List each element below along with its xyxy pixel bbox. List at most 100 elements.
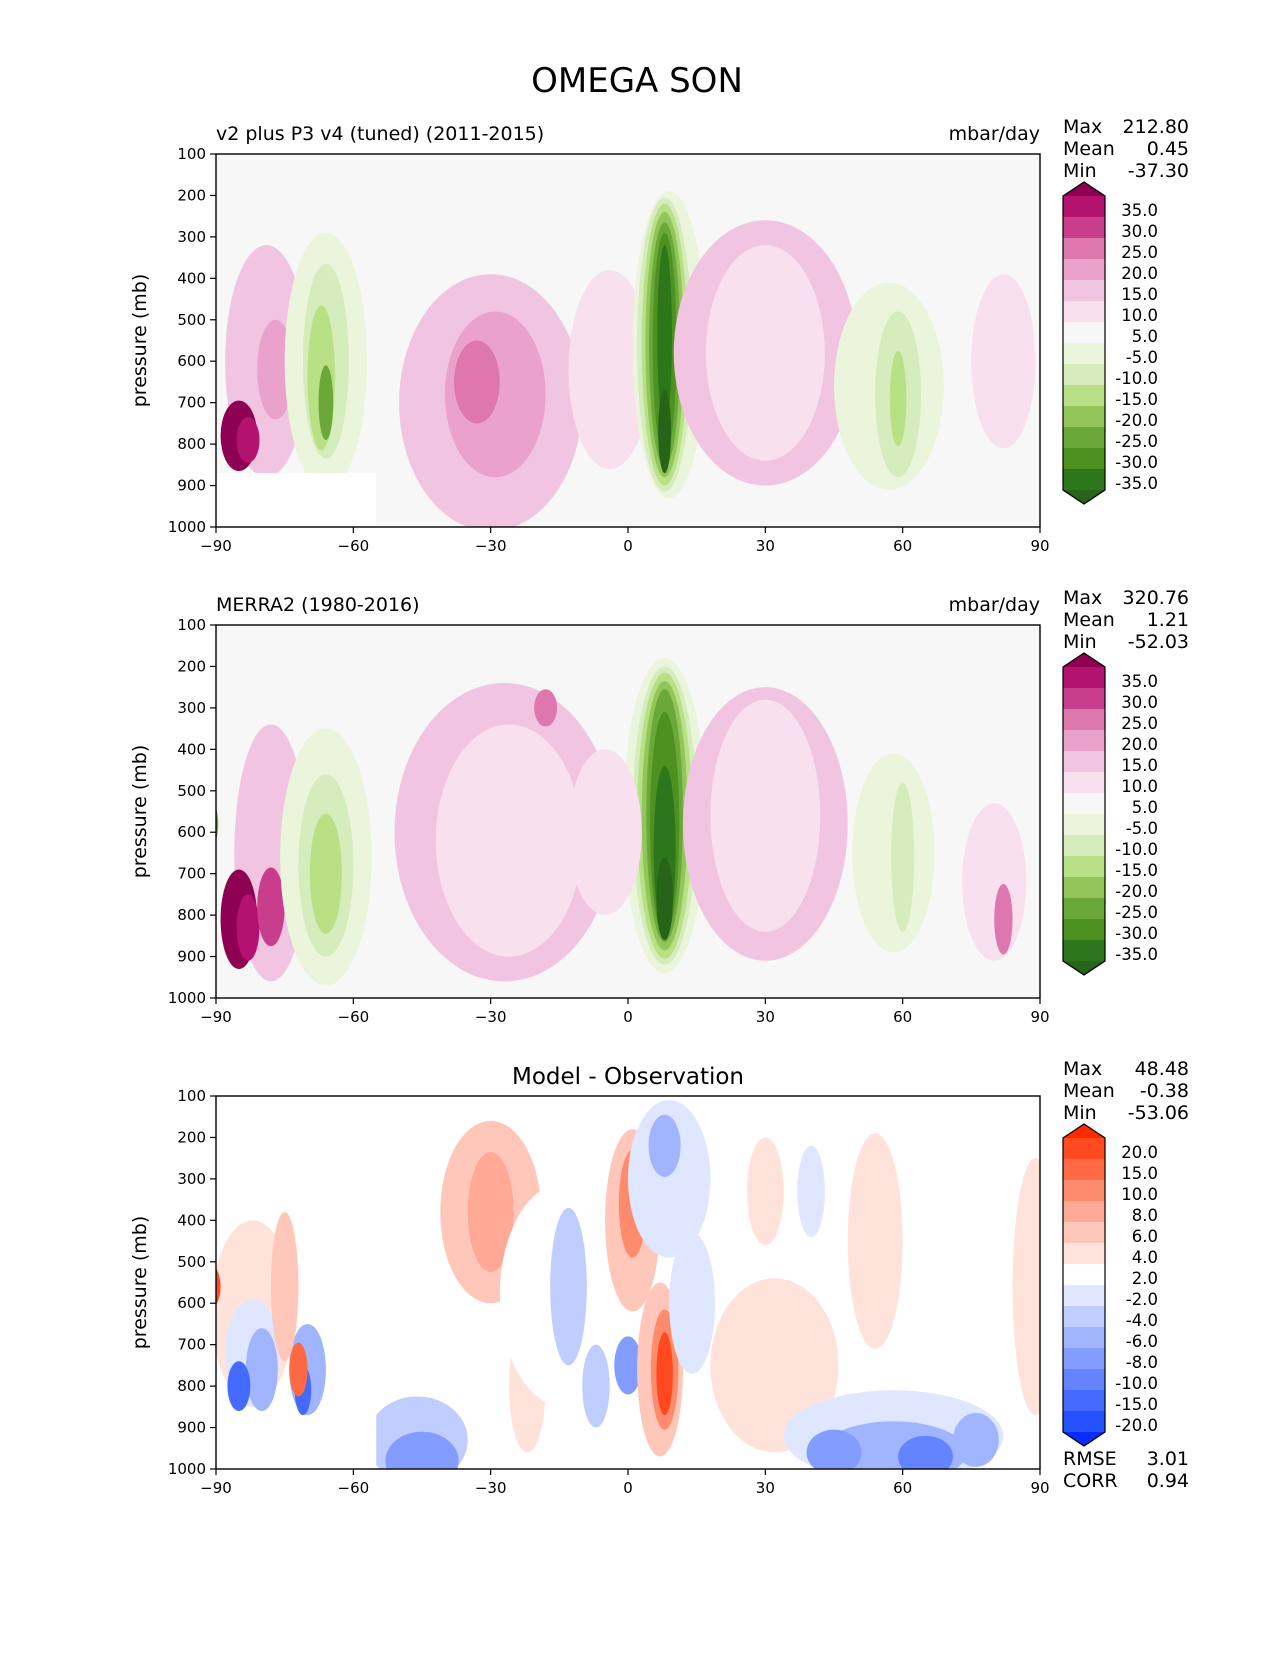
y-tick-label: 100 (177, 1087, 206, 1105)
stat-label: Max (1063, 587, 1102, 609)
stat-value: 212.80 (1123, 116, 1189, 138)
colorbar-label: -15.0 (1115, 1395, 1158, 1414)
metric-label: RMSE (1063, 1448, 1117, 1470)
contour-diff-12 (385, 1431, 459, 1469)
colorbar-label: -35.0 (1115, 945, 1158, 964)
x-tick-label: 90 (1030, 1008, 1049, 1026)
metric-value: 3.01 (1147, 1448, 1189, 1470)
contour-model-3 (454, 340, 500, 424)
stat-value: -0.38 (1140, 1080, 1189, 1102)
contour-diff-34 (953, 1413, 999, 1467)
colorbar-label: -20.0 (1115, 882, 1158, 901)
contour-obs-25 (891, 782, 915, 932)
contour-model-26 (971, 274, 1036, 449)
contour-diff-3 (245, 1328, 278, 1411)
colorbar-swatch (1063, 814, 1105, 836)
contour-diff-5 (227, 1361, 251, 1411)
contour-diff-35 (847, 1133, 903, 1349)
stat-value: 0.45 (1147, 138, 1189, 160)
colorbar-swatch (1063, 385, 1105, 407)
contour-diff-27 (669, 1232, 715, 1374)
colorbar-label: -15.0 (1115, 861, 1158, 880)
stat-label: Max (1063, 116, 1102, 138)
colorbar-swatch (1063, 1369, 1105, 1391)
contour-diff-29 (747, 1137, 784, 1246)
colorbar-label: 15.0 (1121, 285, 1158, 304)
colorbar-label: -5.0 (1126, 348, 1158, 367)
colorbar-label: 25.0 (1121, 243, 1158, 262)
colorbar-swatch (1063, 751, 1105, 773)
colorbar-extend-min (1063, 961, 1105, 975)
colorbar-swatch (1063, 793, 1105, 815)
figure-title: OMEGA SON (531, 61, 743, 101)
panel-title: v2 plus P3 v4 (tuned) (2011-2015) (216, 123, 544, 145)
contour-obs-20 (656, 857, 673, 940)
colorbar-swatch (1063, 772, 1105, 794)
colorbar-label: -20.0 (1115, 411, 1158, 430)
y-tick-label: 600 (177, 823, 206, 841)
colorbar-label: -30.0 (1115, 453, 1158, 472)
colorbar-label: -5.0 (1126, 819, 1158, 838)
colorbar-swatch (1063, 688, 1105, 710)
colorbar-label: 8.0 (1132, 1206, 1158, 1225)
x-tick-label: −90 (200, 1008, 232, 1026)
colorbar-swatch (1063, 469, 1105, 491)
colorbar-label: 5.0 (1132, 798, 1158, 817)
y-tick-label: 700 (177, 1336, 206, 1354)
contour-diff-25 (628, 1100, 711, 1258)
colorbar-swatch (1063, 877, 1105, 899)
colorbar-swatch (1063, 343, 1105, 365)
contour-model-19 (657, 245, 672, 428)
colorbar-label: -25.0 (1115, 903, 1158, 922)
y-tick-label: 300 (177, 1170, 206, 1188)
stat-value: 1.21 (1147, 609, 1189, 631)
stat-value: 48.48 (1135, 1058, 1189, 1080)
colorbar-label: 4.0 (1132, 1248, 1158, 1267)
colorbar-label: -25.0 (1115, 432, 1158, 451)
colorbar-swatch (1063, 898, 1105, 920)
y-tick-label: 200 (177, 657, 206, 675)
contour-diff-9 (289, 1342, 308, 1397)
panel-units: mbar/day (949, 123, 1040, 145)
colorbar-label: -20.0 (1115, 1416, 1158, 1435)
colorbar-swatch (1063, 1348, 1105, 1370)
contour-model-20 (658, 390, 672, 474)
colorbar-swatch (1063, 364, 1105, 386)
y-tick-label: 400 (177, 1211, 206, 1229)
contour-field (216, 191, 1036, 527)
contour-diff-37 (797, 1145, 825, 1237)
colorbar-label: -30.0 (1115, 924, 1158, 943)
colorbar-label: 10.0 (1121, 306, 1158, 325)
contour-diff-36 (1012, 1158, 1040, 1416)
y-tick-label: 800 (177, 435, 206, 453)
x-tick-label: 60 (893, 537, 912, 555)
colorbar-outline (1062, 652, 1106, 976)
panel-title: Model - Observation (512, 1064, 744, 1090)
contour-diff-33 (806, 1429, 862, 1469)
contour-obs-23 (710, 699, 821, 932)
colorbar: 35.0 30.0 25.0 20.0 15.0 10.0 5.0 -5.0 -10.0 -15.… (1062, 181, 1158, 505)
colorbar-label: -10.0 (1115, 840, 1158, 859)
colorbar-label: -10.0 (1115, 1374, 1158, 1393)
stat-label: Min (1063, 1102, 1097, 1124)
colorbar-label: 20.0 (1121, 1143, 1158, 1162)
colorbar-swatch (1063, 1159, 1105, 1181)
y-axis-label: pressure (mb) (129, 1216, 151, 1350)
colorbar-extend-max (1063, 1124, 1105, 1138)
masked-region (216, 473, 377, 527)
colorbar-swatch (1063, 1285, 1105, 1307)
colorbar-label: 35.0 (1121, 672, 1158, 691)
colorbar-swatch (1063, 1327, 1105, 1349)
colorbar-outline (1062, 181, 1106, 505)
colorbar-label: 5.0 (1132, 327, 1158, 346)
colorbar-swatch (1063, 1243, 1105, 1265)
colorbar-extend-min (1063, 490, 1105, 504)
y-tick-label: 500 (177, 311, 206, 329)
y-tick-label: 300 (177, 228, 206, 246)
colorbar-label: 15.0 (1121, 1164, 1158, 1183)
y-tick-label: 1000 (168, 518, 206, 536)
contour-field (216, 658, 1027, 986)
colorbar-label: 10.0 (1121, 1185, 1158, 1204)
contour-field (216, 1100, 1040, 1469)
